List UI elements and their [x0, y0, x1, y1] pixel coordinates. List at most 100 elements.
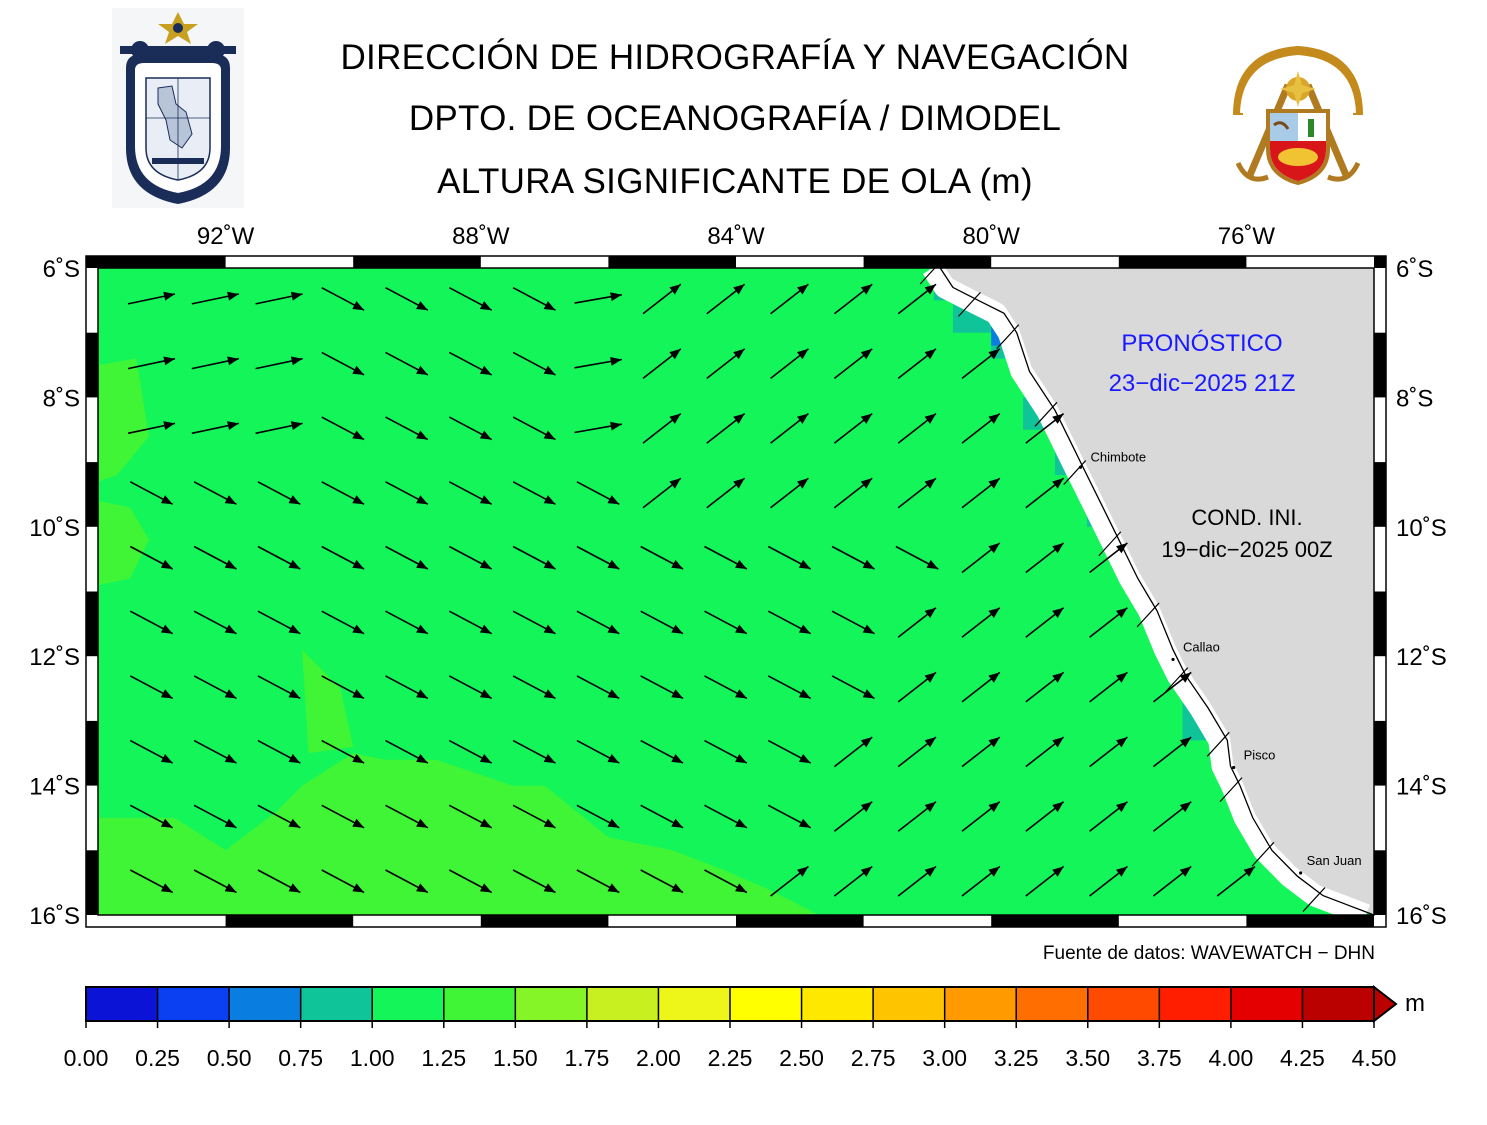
wave-arrow-head — [288, 624, 301, 634]
colorbar-tick-label: 3.25 — [994, 1045, 1039, 1071]
wave-arrow-head — [671, 689, 684, 699]
colorbar-bin — [157, 987, 230, 1021]
wave-arrow-head — [479, 818, 492, 828]
colorbar-tick-label: 3.50 — [1065, 1045, 1110, 1071]
title-line-1: DIRECCIÓN DE HIDROGRAFÍA Y NAVEGACIÓN — [340, 38, 1130, 77]
wave-arrow-head — [227, 421, 239, 430]
wave-arrow-head — [924, 737, 936, 748]
wave-arrow-head — [988, 607, 1000, 618]
frame-bar-bottom — [480, 915, 609, 927]
field-1.25-1.50-patch — [98, 358, 149, 482]
wave-arrow-head — [288, 818, 301, 828]
wave-arrow-head — [160, 818, 173, 828]
wave-arrow-head — [352, 883, 365, 893]
frame-bar-bottom — [736, 915, 864, 927]
colorbar-bin — [944, 987, 1017, 1021]
title-line-3: ALTURA SIGNIFICANTE DE OLA (m) — [437, 162, 1033, 201]
wave-arrow-head — [1052, 801, 1064, 813]
wave-arrow-head — [543, 559, 556, 569]
wave-arrow-head — [797, 478, 809, 489]
wave-arrow-head — [733, 348, 745, 360]
wave-arrow-head — [416, 559, 428, 569]
wave-arrow-head — [1116, 672, 1128, 683]
wave-arrow-head — [479, 301, 492, 311]
lat-tick-label-left: 10˚S — [29, 515, 80, 542]
place-marker — [1299, 871, 1303, 875]
wave-arrow-head — [924, 672, 936, 683]
wave-arrow-head — [1052, 737, 1064, 748]
coast-hatch — [1302, 887, 1326, 912]
frame-bar-left — [86, 591, 98, 657]
wave-arrow-head — [1116, 737, 1128, 748]
wave-arrow-head — [479, 495, 492, 505]
wave-arrow-head — [416, 689, 428, 699]
frame-bar-right — [1374, 720, 1386, 786]
wave-arrow-head — [733, 413, 745, 424]
wave-arrow-head — [352, 689, 365, 699]
wave-arrow-head — [862, 689, 875, 699]
colorbar-tick-label: 0.00 — [64, 1045, 109, 1071]
wave-arrow-head — [1116, 866, 1128, 877]
wave-arrow-head — [479, 624, 492, 634]
wave-arrow-head — [669, 348, 681, 360]
frame-bar-top — [863, 256, 992, 268]
field-1.25-1.50-patch — [302, 649, 354, 754]
lat-tick-label-left: 6˚S — [43, 256, 80, 283]
frame-bar-bottom — [225, 915, 354, 927]
frame-corner — [1374, 256, 1386, 268]
wave-arrow-head — [733, 284, 745, 295]
wave-arrow-head — [160, 624, 173, 634]
lon-tick-label: 88˚W — [452, 223, 510, 250]
wave-arrow-head — [543, 689, 556, 699]
wave-arrow-head — [352, 365, 365, 375]
wave-arrow-head — [352, 818, 365, 828]
colorbar-tick-label: 1.00 — [350, 1045, 395, 1071]
frame-bar-right — [1374, 591, 1386, 657]
colorbar-bin — [443, 987, 516, 1021]
place-label: Pisco — [1244, 747, 1276, 762]
wave-arrow-head — [860, 284, 873, 295]
data-source-note: Fuente de datos: WAVEWATCH − DHN — [1042, 943, 1375, 964]
frame-bar-bottom — [1246, 915, 1374, 927]
wave-arrow-head — [860, 866, 873, 877]
wave-arrow-head — [1116, 607, 1128, 618]
wave-arrow-head — [607, 883, 620, 893]
place-marker — [1232, 765, 1236, 770]
coast-hatch — [957, 291, 981, 317]
coast-hatch — [1165, 667, 1189, 693]
wave-arrow-head — [288, 559, 301, 569]
wave-arrow-head — [1116, 801, 1128, 813]
wave-arrow-head — [860, 348, 873, 360]
wave-arrow-head — [1179, 801, 1192, 813]
wave-arrow-head — [924, 348, 936, 360]
wave-arrow-head — [988, 672, 1000, 683]
wave-arrow-head — [227, 291, 239, 301]
wave-arrow-head — [543, 883, 556, 893]
colorbar-bin — [300, 987, 373, 1021]
wave-arrow-head — [224, 495, 237, 505]
colorbar-bin — [1159, 987, 1232, 1021]
wave-arrow-head — [288, 754, 301, 764]
wave-arrow-head — [227, 356, 239, 366]
lat-tick-label-right: 10˚S — [1396, 515, 1447, 542]
lon-tick-label: 84˚W — [707, 223, 765, 250]
init-label: COND. INI. — [1191, 505, 1302, 530]
wave-arrow-head — [416, 365, 428, 375]
wave-arrow-head — [798, 818, 811, 828]
frame-bar-top — [1118, 256, 1247, 268]
coast-hatch — [1206, 731, 1230, 757]
frame-bar-left — [86, 462, 98, 527]
colorbar-tick-label: 0.75 — [278, 1045, 323, 1071]
place-label: San Juan — [1307, 853, 1362, 868]
land-area — [940, 268, 1374, 915]
wave-arrow-head — [798, 754, 811, 764]
coast-hatch — [1063, 460, 1087, 485]
wave-arrow-head — [543, 365, 556, 375]
place-label: Chimbote — [1091, 449, 1147, 464]
dhn-emblem-logo — [112, 8, 244, 208]
wave-arrow-head — [352, 430, 365, 440]
wave-arrow-head — [862, 624, 875, 634]
wave-arrow-head — [988, 866, 1000, 877]
colorbar-tick-label: 2.25 — [708, 1045, 753, 1071]
